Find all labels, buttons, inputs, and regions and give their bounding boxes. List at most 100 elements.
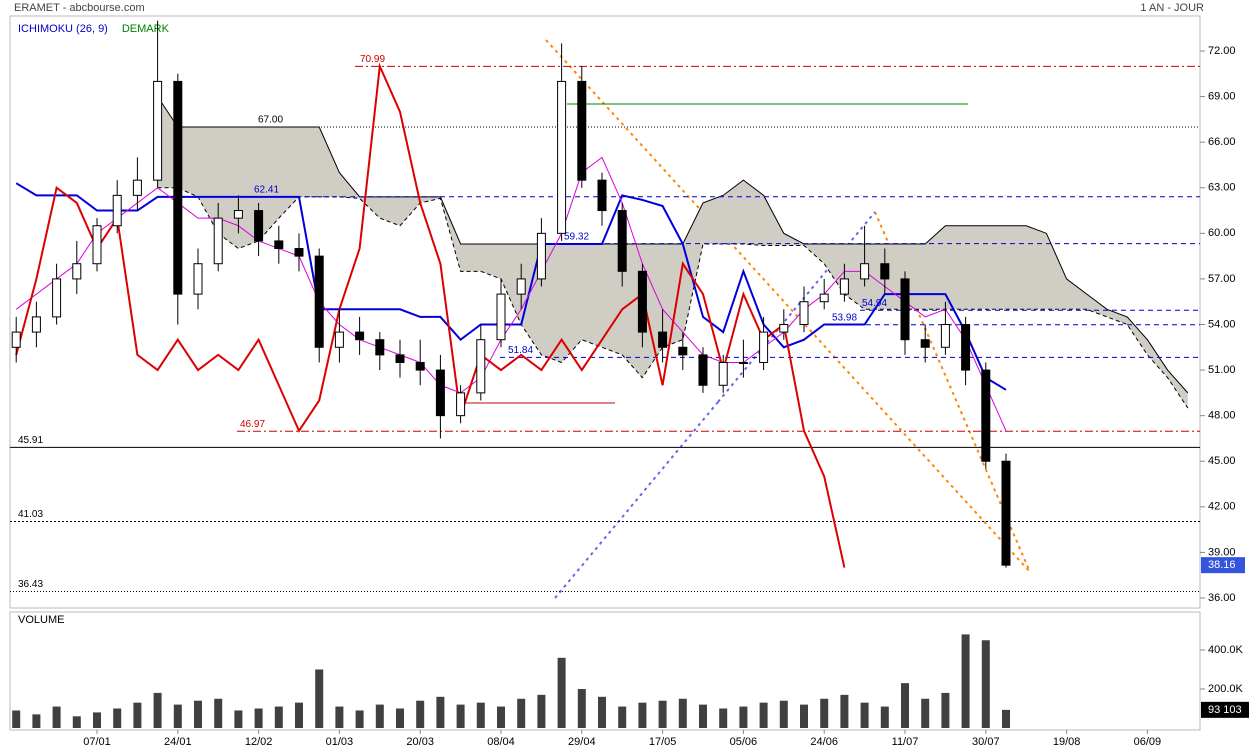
volume-bar [12,710,21,728]
candle-body [72,263,82,280]
candle-body [11,331,21,348]
level-label: 53.98 [832,312,857,323]
volume-bar [840,694,849,728]
candle-body [173,80,183,295]
volume-bar [577,689,586,728]
y-tick-label: 63.00 [1208,182,1236,194]
level-label: 46.97 [240,419,265,430]
candle-body [557,80,567,234]
price-frame [9,15,1201,609]
volume-bar [497,706,505,728]
trend-line [545,39,1031,573]
candle-body [860,263,870,280]
volume-bar [638,702,647,728]
last-price-label: 38.16 [1208,559,1236,571]
chart-subtitle: 1 AN - JOUR [1140,2,1204,14]
level-label: 54.94 [862,298,887,309]
candle-body [435,369,445,417]
y-tick-label: 39.00 [1208,546,1236,558]
last-volume-label: 93 103 [1208,704,1242,716]
candle-body [314,255,324,348]
indicator-line [15,62,846,568]
volume-bar [456,704,465,728]
y-tick-label: 69.00 [1208,91,1236,103]
candle-body [880,263,890,280]
candle-body [395,354,405,363]
volume-bar [436,696,445,728]
candle-body [738,361,748,364]
y-tick-label: 54.00 [1208,318,1236,330]
candle-body [294,248,304,257]
candle-body [132,179,142,196]
x-tick-label: 11/07 [892,736,919,748]
volume-bar [719,708,728,728]
volume-bar [901,683,909,728]
y-tick-label: 57.00 [1208,273,1236,285]
candle-body [31,316,41,333]
candle-body [516,278,526,295]
candle-body [456,392,466,417]
candle-body [577,80,587,181]
volume-bar [355,710,364,728]
trend-line [554,401,719,599]
candle-body [153,80,163,181]
y-tick-label: 45.00 [1208,455,1236,467]
volume-bar [375,704,384,728]
volume-frame [9,611,1201,731]
volume-bar [981,640,990,728]
candle-body [839,278,849,295]
volume-bar [254,708,263,728]
ichimoku-cloud [157,96,1188,409]
y-tick-label: 36.00 [1208,592,1236,604]
volume-bar [173,704,182,728]
last-price-box [1201,557,1245,574]
candle-body [233,210,243,219]
volume-bar [52,706,61,728]
volume-bar [658,700,667,728]
candle-body [698,354,708,386]
candle-body [658,331,668,348]
volume-bar [113,708,122,728]
volume-bar [416,700,425,728]
cloud-lower [157,187,1189,409]
volume-bar [476,702,485,728]
candle-body [415,361,425,371]
volume-bar [618,706,627,728]
x-tick-label: 05/06 [730,736,758,748]
level-label: 36.43 [18,579,43,590]
x-tick-label: 17/05 [649,736,677,748]
candle-body [819,293,829,303]
y-tick-label: 48.00 [1208,410,1236,422]
volume-bar [396,708,404,728]
y-tick-label: 60.00 [1208,227,1236,239]
chart-title: ERAMET - abcbourse.com [14,2,145,14]
volume-bar [699,704,707,728]
x-tick-label: 06/09 [1134,736,1162,748]
candle-body [496,293,506,341]
candle-body [92,225,102,265]
volume-bar [880,706,889,728]
y-tick-label: 72.00 [1208,45,1236,57]
volume-bar [941,692,950,728]
level-label: 41.03 [18,509,43,520]
level-label: 59.32 [564,231,589,242]
candle-body [961,323,971,371]
candle-body [981,369,991,462]
volume-bar [274,706,283,728]
x-tick-label: 24/06 [810,736,838,748]
indicator-label: ICHIMOKU (26, 9) [18,23,108,35]
candle-body [375,339,385,356]
candle-body [1001,460,1011,566]
level-label: 51.84 [508,345,533,356]
volume-bar [32,714,41,728]
x-tick-label: 29/04 [568,736,596,748]
y-tick-label: 66.00 [1208,136,1236,148]
volume-bar [537,694,546,728]
x-tick-label: 07/01 [83,736,111,748]
candle-body [355,331,365,341]
x-tick-label: 19/08 [1053,736,1081,748]
volume-title: VOLUME [18,614,64,626]
volume-bar [739,706,748,728]
y-tick-label: 51.00 [1208,364,1236,376]
